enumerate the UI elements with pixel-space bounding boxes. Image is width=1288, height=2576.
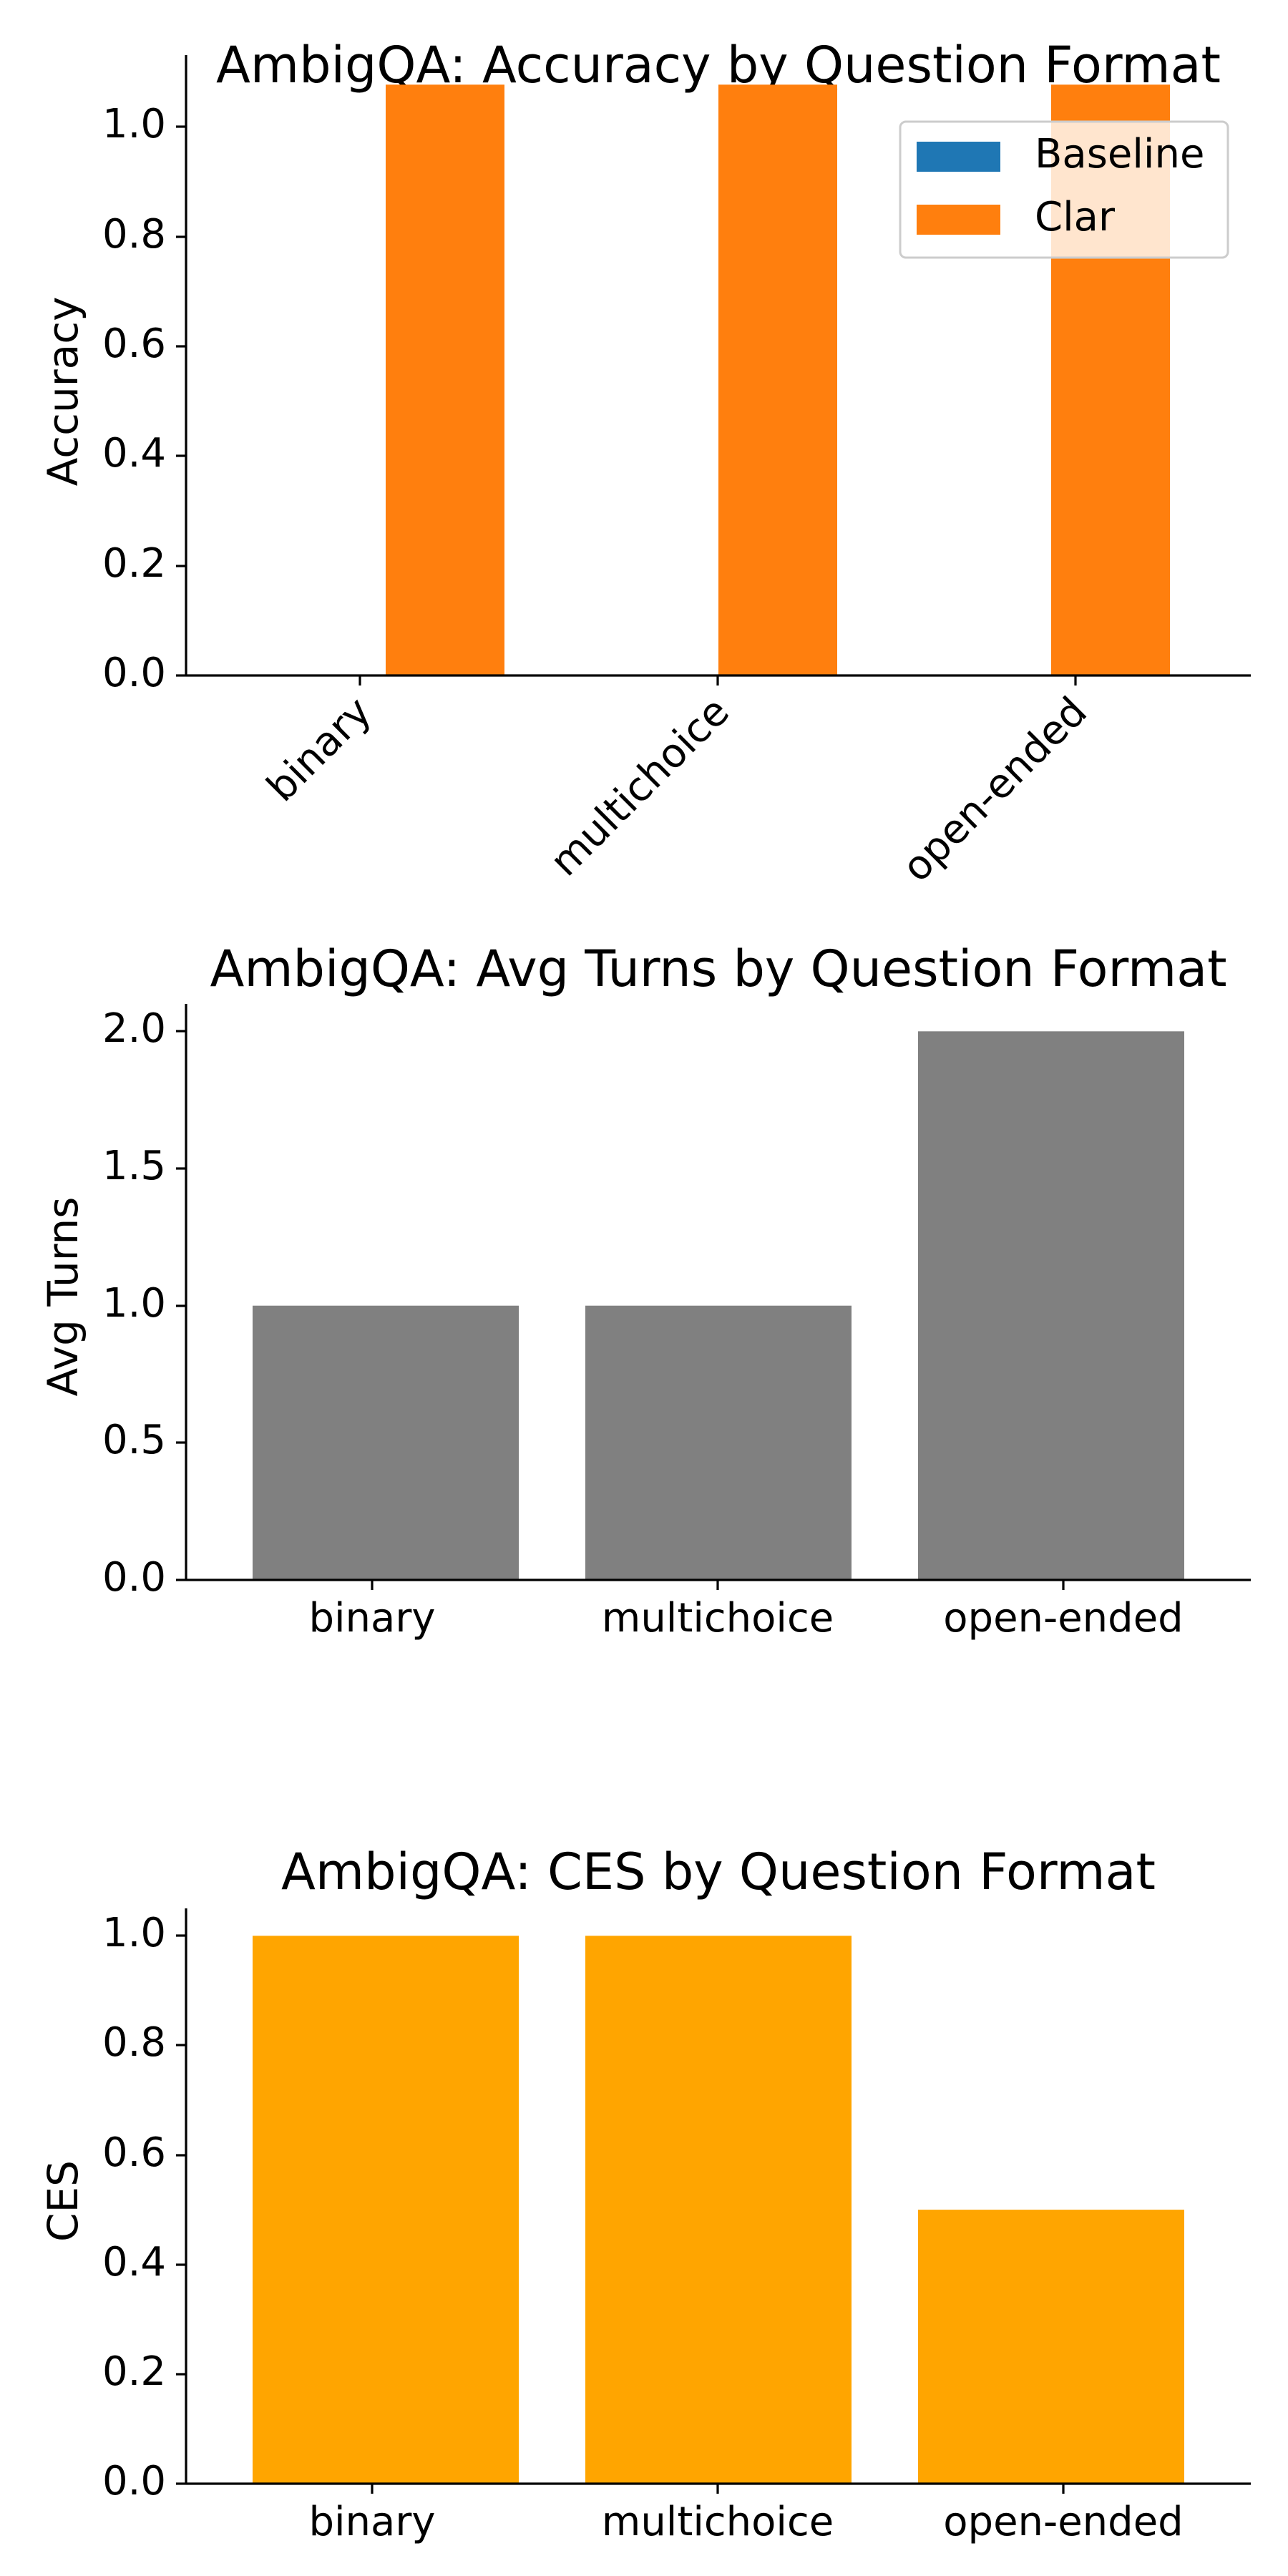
avg-turns-x-ticks: binary multichoice open-ended (308, 1580, 1184, 1641)
ces-y-tick-label: 0.2 (102, 2348, 166, 2395)
accuracy-y-tick-label: 1.0 (102, 101, 166, 147)
ces-bar-multichoice (585, 1936, 852, 2484)
avg-turns-y-ticks: 0.0 0.5 1.0 1.5 2.0 (102, 1005, 186, 1601)
avg-turns-y-tick-label: 1.0 (102, 1280, 166, 1327)
accuracy-bar-clar-multichoice (718, 84, 837, 676)
avg-turns-y-tick-label: 0.5 (102, 1417, 166, 1463)
avg-turns-bar-multichoice (585, 1305, 852, 1580)
ces-y-tick-label: 0.6 (102, 2129, 166, 2176)
ces-bar-open-ended (918, 2210, 1184, 2484)
avg-turns-chart: AmbigQA: Avg Turns by Question Format Av… (39, 940, 1251, 1641)
accuracy-x-ticks: binary multichoice open-ended (258, 675, 1096, 891)
avg-turns-y-tick-label: 2.0 (102, 1005, 166, 1052)
avg-turns-x-tick-label: multichoice (602, 1595, 834, 1641)
avg-turns-y-axis-label: Avg Turns (39, 1196, 87, 1396)
ces-y-axis-label: CES (39, 2160, 87, 2242)
accuracy-y-tick-label: 0.0 (102, 650, 166, 696)
ces-bar-binary (253, 1936, 519, 2484)
avg-turns-y-tick-label: 1.5 (102, 1143, 166, 1189)
accuracy-y-ticks: 0.0 0.2 0.4 0.6 0.8 1.0 (102, 101, 186, 696)
accuracy-y-axis-label: Accuracy (39, 297, 87, 487)
avg-turns-bar-binary (253, 1305, 519, 1580)
accuracy-bars (386, 84, 1170, 676)
ces-chart: AmbigQA: CES by Question Format CES 0.0 … (39, 1843, 1251, 2545)
avg-turns-bar-open-ended (918, 1031, 1184, 1580)
legend-label-baseline: Baseline (1035, 131, 1204, 177)
ces-x-tick-label: open-ended (943, 2499, 1183, 2545)
ces-y-ticks: 0.0 0.2 0.4 0.6 0.8 1.0 (102, 1910, 186, 2504)
accuracy-chart: AmbigQA: Accuracy by Question Format Acc… (39, 36, 1251, 891)
accuracy-legend: Baseline Clar (899, 120, 1229, 259)
ces-bars (253, 1936, 1184, 2484)
avg-turns-chart-title: AmbigQA: Avg Turns by Question Format (210, 940, 1226, 998)
legend-swatch-clar (917, 205, 1000, 235)
ces-y-tick-label: 0.4 (102, 2239, 166, 2285)
ces-y-tick-label: 0.0 (102, 2458, 166, 2504)
accuracy-y-tick-label: 0.6 (102, 321, 166, 367)
accuracy-x-tick-label: multichoice (542, 688, 738, 885)
accuracy-y-tick-label: 0.8 (102, 211, 166, 258)
legend-swatch-baseline (917, 142, 1000, 172)
avg-turns-y-tick-label: 0.0 (102, 1554, 166, 1601)
legend-label-clar: Clar (1035, 194, 1116, 240)
ces-y-tick-label: 0.8 (102, 2019, 166, 2066)
avg-turns-x-tick-label: binary (308, 1595, 435, 1641)
ces-x-tick-label: multichoice (602, 2499, 834, 2545)
accuracy-x-tick-label: open-ended (894, 688, 1096, 891)
ces-x-tick-label: binary (308, 2499, 435, 2545)
accuracy-bar-clar-binary (386, 84, 504, 676)
accuracy-y-tick-label: 0.2 (102, 540, 166, 587)
ces-x-ticks: binary multichoice open-ended (308, 2484, 1184, 2545)
ces-chart-title: AmbigQA: CES by Question Format (281, 1843, 1156, 1901)
avg-turns-bars (253, 1031, 1184, 1580)
avg-turns-x-tick-label: open-ended (943, 1595, 1183, 1641)
ces-y-tick-label: 1.0 (102, 1910, 166, 1956)
accuracy-y-tick-label: 0.4 (102, 430, 166, 477)
accuracy-x-tick-label: binary (258, 688, 381, 811)
